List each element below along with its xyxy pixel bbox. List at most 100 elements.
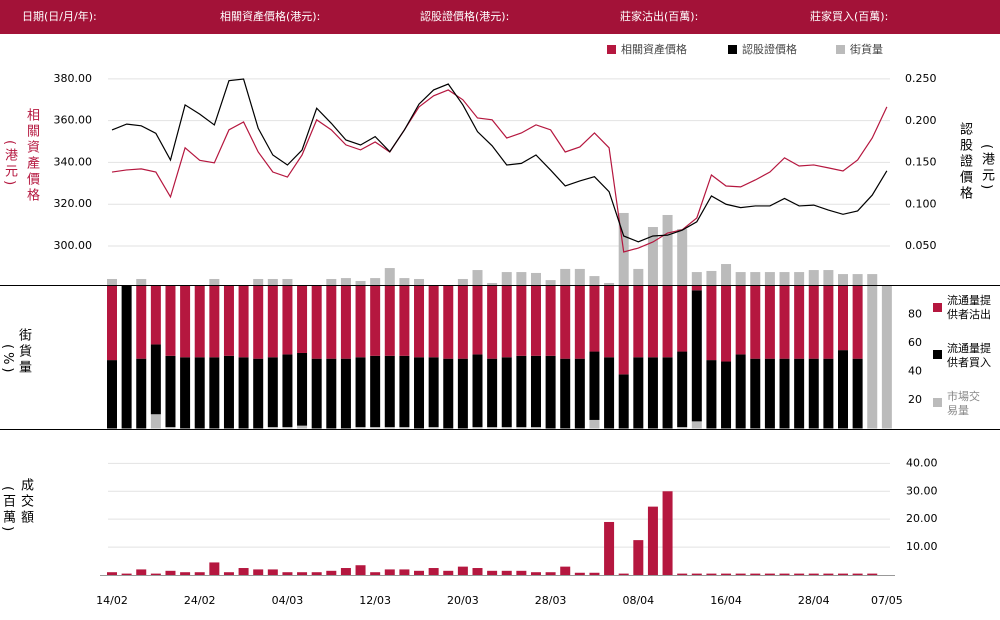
x-tick-label: 14/02 — [96, 594, 128, 607]
turnover-bar — [355, 565, 366, 575]
share-bar-segment — [721, 361, 732, 429]
street-volume-bar — [370, 278, 381, 285]
share-bar-segment — [326, 286, 337, 359]
share-bar-segment — [604, 357, 615, 429]
share-bar-segment — [297, 425, 308, 429]
y2-unit: (港元) — [979, 144, 994, 193]
street-volume-bar — [340, 278, 351, 285]
share-bar-segment — [530, 286, 541, 356]
share-bar-segment — [370, 355, 381, 428]
street-volume-bar — [867, 274, 878, 285]
turnover-bar — [399, 569, 410, 575]
share-bar-segment — [794, 358, 805, 429]
share-bar-segment — [472, 354, 483, 428]
turnover-bar — [238, 568, 249, 575]
street-volume-bar — [838, 274, 848, 285]
share-bar-segment — [794, 286, 805, 359]
share-bar-segment — [823, 358, 834, 429]
share-bar-segment — [340, 358, 351, 429]
y-tick-label: 20 — [908, 393, 922, 406]
street-volume-bar — [808, 270, 819, 285]
share-bar-segment — [165, 355, 176, 428]
y-tick-label: 40 — [908, 365, 922, 378]
share-bar-segment — [501, 427, 512, 429]
turnover-bar — [253, 569, 264, 575]
share-bar-segment — [428, 427, 439, 429]
share-bar-segment — [297, 286, 308, 353]
turnover-bar — [691, 573, 702, 575]
share-bar-segment — [516, 355, 527, 428]
turnover-bar — [384, 569, 395, 575]
share-bar-segment — [487, 427, 498, 429]
x-tick-label: 20/03 — [447, 594, 479, 607]
share-bar-segment — [223, 355, 234, 429]
share-bar-segment — [253, 286, 264, 359]
x-tick-label: 07/05 — [871, 594, 903, 607]
street-volume-bar — [516, 272, 527, 285]
turnover-bar — [867, 573, 878, 575]
turnover-bar — [706, 573, 717, 575]
share-bar-segment — [501, 357, 512, 428]
share-bar-segment — [282, 354, 293, 428]
turnover-bar — [852, 573, 863, 575]
y-unit: (百萬) — [0, 486, 15, 535]
street-volume-bar — [633, 268, 644, 285]
share-bar-segment — [238, 286, 249, 358]
street-volume-bar — [779, 272, 790, 285]
share-bar-segment — [560, 358, 571, 429]
share-bar-segment — [414, 357, 425, 429]
share-bar-segment — [735, 354, 746, 429]
street-volume-bar — [530, 272, 541, 285]
share-bar-segment — [706, 360, 717, 429]
share-bar-segment — [545, 286, 556, 356]
share-bar-segment — [589, 419, 600, 429]
y-tick-label: 10.00 — [906, 540, 938, 553]
share-bar-segment — [150, 344, 161, 415]
y-tick-label: 320.00 — [54, 197, 93, 210]
y-tick-label: 380.00 — [54, 72, 93, 85]
header-label: 莊家沽出(百萬): — [620, 9, 698, 23]
street-volume-bar — [662, 214, 673, 285]
turnover-bar — [764, 573, 775, 575]
turnover-bar — [589, 572, 600, 575]
share-bar-segment — [136, 358, 147, 429]
turnover-bar — [735, 573, 746, 575]
turnover-bar — [297, 572, 308, 575]
header-label: 莊家買入(百萬): — [810, 9, 888, 23]
turnover-bar — [823, 573, 834, 575]
turnover-bar — [530, 572, 541, 575]
turnover-bar — [326, 570, 337, 575]
legend-swatch — [728, 45, 737, 54]
turnover-bar — [808, 573, 819, 575]
share-bar-segment — [530, 355, 541, 428]
header-label: 認股證價格(港元): — [420, 9, 509, 23]
share-bar-segment — [384, 286, 395, 356]
share-bar-segment — [852, 358, 863, 429]
street-volume-bar — [604, 282, 615, 285]
share-bar-segment — [457, 358, 468, 429]
y-tick-label: 0.150 — [905, 156, 937, 169]
turnover-bar — [180, 572, 191, 575]
share-bar-segment — [662, 286, 673, 358]
share-bar-segment — [223, 286, 234, 356]
share-bar-segment — [750, 358, 761, 429]
share-bar-segment — [472, 286, 483, 355]
y-unit: (港元) — [2, 140, 17, 189]
share-bar-segment — [150, 286, 161, 345]
share-bar-segment — [326, 358, 337, 429]
share-bar-segment — [180, 357, 191, 429]
street-volume-bar — [399, 278, 410, 285]
share-bar-segment — [297, 352, 308, 426]
share-bar-segment — [150, 414, 161, 429]
x-tick-label: 28/03 — [535, 594, 567, 607]
street-volume-bar — [852, 274, 863, 285]
share-bar-segment — [355, 357, 366, 428]
share-bar-segment — [779, 358, 790, 429]
y-tick-label: 360.00 — [54, 114, 93, 127]
share-bar-segment — [647, 357, 658, 429]
share-bar-segment — [107, 360, 117, 429]
turnover-bar — [545, 572, 556, 575]
street-volume-bar — [823, 270, 834, 285]
